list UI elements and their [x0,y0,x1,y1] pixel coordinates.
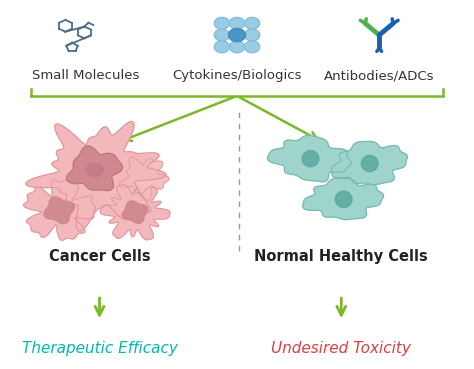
Circle shape [229,17,245,29]
Polygon shape [122,201,148,223]
Polygon shape [44,197,74,224]
Polygon shape [267,135,351,182]
Circle shape [245,41,260,53]
Polygon shape [119,157,169,200]
Polygon shape [303,178,383,220]
Text: Cytokines/Biologics: Cytokines/Biologics [172,69,302,82]
Polygon shape [332,141,407,184]
Text: Normal Healthy Cells: Normal Healthy Cells [255,249,428,264]
Circle shape [214,41,229,53]
Text: Small Molecules: Small Molecules [32,69,139,82]
Polygon shape [66,146,123,191]
Text: Antibodies/ADCs: Antibodies/ADCs [324,69,435,82]
Polygon shape [302,151,319,167]
Text: Cancer Cells: Cancer Cells [49,249,150,264]
Circle shape [229,41,245,53]
Circle shape [228,28,246,42]
Text: Undesired Toxicity: Undesired Toxicity [271,341,411,356]
Polygon shape [26,121,166,231]
Polygon shape [335,191,352,207]
Text: Therapeutic Efficacy: Therapeutic Efficacy [22,341,177,356]
Circle shape [245,29,260,41]
Polygon shape [24,180,96,240]
Circle shape [245,17,260,29]
Polygon shape [100,184,170,240]
Circle shape [214,29,229,41]
Polygon shape [361,155,378,172]
Circle shape [86,163,103,176]
Circle shape [214,17,229,29]
